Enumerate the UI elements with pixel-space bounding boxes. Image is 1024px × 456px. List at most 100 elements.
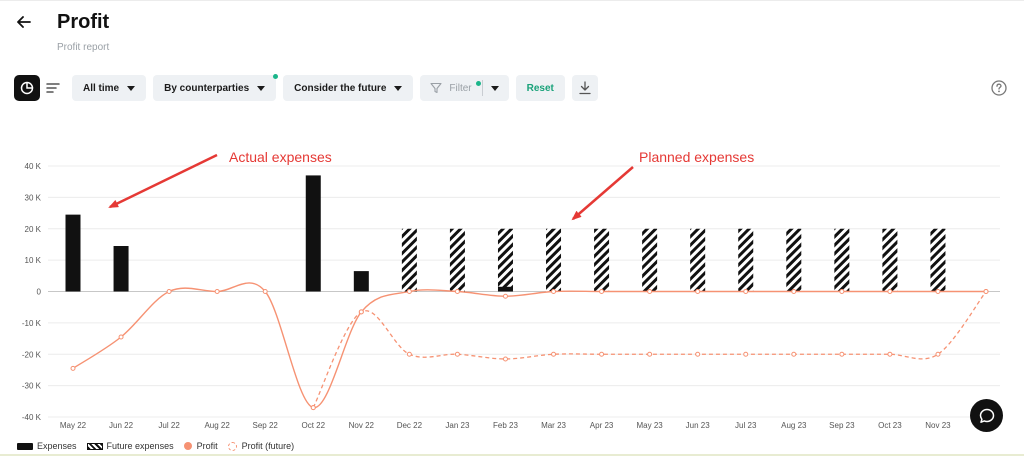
chart-view-button[interactable] <box>14 75 40 101</box>
y-tick-label: 20 K <box>25 225 42 234</box>
chat-bubble-icon <box>979 408 994 423</box>
legend-swatch-expenses <box>17 442 33 450</box>
x-tick-label: Dec 22 <box>397 421 423 430</box>
expense-bar <box>497 286 513 292</box>
x-tick-label: Jun 23 <box>686 421 711 430</box>
profit-point <box>454 289 460 294</box>
profit-point <box>983 289 989 294</box>
annotation-arrow-planned <box>571 166 634 221</box>
legend-label-expenses: Expenses <box>37 441 77 451</box>
period-dropdown[interactable]: All time <box>72 75 147 101</box>
future-expense-bar <box>882 228 898 292</box>
x-tick-label: Aug 22 <box>204 421 230 430</box>
chart-legend: Expenses Future expenses Profit Profit (… <box>17 441 304 451</box>
x-tick-label: Oct 22 <box>301 421 325 430</box>
future-expense-bar <box>401 228 417 292</box>
filter-label: Filter <box>449 82 472 94</box>
future-expense-bar <box>738 228 754 292</box>
x-tick-label: Jan 23 <box>445 421 470 430</box>
pie-chart-icon <box>20 81 34 95</box>
profit-future-point <box>743 351 749 357</box>
future-label: Consider the future <box>294 82 387 94</box>
list-icon <box>46 83 60 93</box>
profit-point <box>743 289 749 294</box>
legend-swatch-future-expenses <box>86 442 103 450</box>
x-tick-label: May 22 <box>60 421 87 430</box>
profit-point <box>406 289 412 294</box>
x-tick-label: Sep 22 <box>253 421 279 430</box>
back-button[interactable] <box>14 12 34 32</box>
reset-button[interactable]: Reset <box>515 75 565 101</box>
future-expense-bar <box>642 228 658 292</box>
filter-active-dot <box>476 81 482 86</box>
expense-bar <box>65 214 81 292</box>
future-expense-bar <box>690 228 706 292</box>
profit-future-point <box>695 351 701 357</box>
page-title: Profit <box>57 11 110 33</box>
active-indicator-dot <box>273 74 279 79</box>
profit-future-point <box>887 351 893 357</box>
x-tick-label: Jun 22 <box>109 421 134 430</box>
legend-label-profit: Profit <box>196 441 218 451</box>
legend-item-future-expenses[interactable]: Future expenses <box>86 441 174 451</box>
profit-future-point <box>454 351 460 357</box>
profit-future-point <box>406 351 412 357</box>
legend-item-profit[interactable]: Profit <box>183 441 218 451</box>
legend-item-expenses[interactable]: Expenses <box>17 441 77 451</box>
profit-point <box>262 289 268 294</box>
y-tick-label: 40 K <box>25 162 42 171</box>
filter-button[interactable]: Filter <box>420 75 509 101</box>
x-tick-label: Feb 23 <box>493 421 518 430</box>
annotations: Actual expenses Planned expenses <box>108 149 754 221</box>
expense-bar <box>305 175 321 292</box>
grouping-dropdown[interactable]: By counterparties <box>153 74 279 101</box>
legend-item-profit-future[interactable]: Profit (future) <box>227 441 294 451</box>
y-tick-label: 10 K <box>25 256 42 265</box>
future-expense-bar <box>594 228 610 292</box>
profit-point <box>887 289 893 294</box>
download-button[interactable] <box>571 75 598 101</box>
future-expense-bar <box>449 228 465 292</box>
chevron-down-icon <box>127 85 136 91</box>
help-button[interactable] <box>991 80 1007 96</box>
profit-point <box>214 289 220 294</box>
top-divider <box>0 0 1024 1</box>
x-tick-label: Jul 23 <box>735 421 757 430</box>
report-toolbar: All time By counterparties Consider the … <box>14 74 605 101</box>
x-tick-label: May 23 <box>637 421 664 430</box>
legend-label-future-expenses: Future expenses <box>106 441 174 451</box>
chevron-down-icon[interactable] <box>490 85 499 91</box>
list-view-button[interactable] <box>40 75 66 101</box>
y-tick-label: -20 K <box>22 350 42 359</box>
future-dropdown[interactable]: Consider the future <box>283 75 414 101</box>
profit-future-point <box>551 351 557 357</box>
future-expense-bar <box>834 228 850 292</box>
profit-future-point <box>599 351 605 357</box>
profit-future-point <box>791 351 797 357</box>
y-tick-label: 30 K <box>25 193 42 202</box>
x-tick-label: Aug 23 <box>781 421 807 430</box>
future-expense-bar <box>930 228 946 292</box>
profit-future-point <box>839 351 845 357</box>
profit-chart: 40 K 30 K 20 K 10 K 0 -10 K -20 K -30 K -40 K May… <box>22 149 1000 430</box>
profit-point <box>935 289 941 294</box>
expense-bar <box>353 271 369 292</box>
x-tick-label: Jul 22 <box>158 421 180 430</box>
profit-point <box>695 289 701 294</box>
arrow-left-icon <box>17 16 31 28</box>
y-tick-label: 0 <box>37 288 42 297</box>
download-icon <box>579 81 591 95</box>
profit-point <box>502 293 508 299</box>
profit-point <box>118 334 124 340</box>
x-tick-label: Mar 23 <box>541 421 566 430</box>
expense-bar <box>113 246 129 292</box>
chat-button[interactable] <box>970 399 1003 432</box>
legend-swatch-profit <box>183 442 192 450</box>
x-tick-label: Apr 23 <box>590 421 614 430</box>
grouping-label: By counterparties <box>164 82 250 94</box>
profit-point <box>310 405 316 411</box>
profit-future-line <box>312 291 987 408</box>
y-tick-label: -30 K <box>22 382 42 391</box>
profit-point <box>358 309 364 315</box>
funnel-icon <box>430 82 442 94</box>
